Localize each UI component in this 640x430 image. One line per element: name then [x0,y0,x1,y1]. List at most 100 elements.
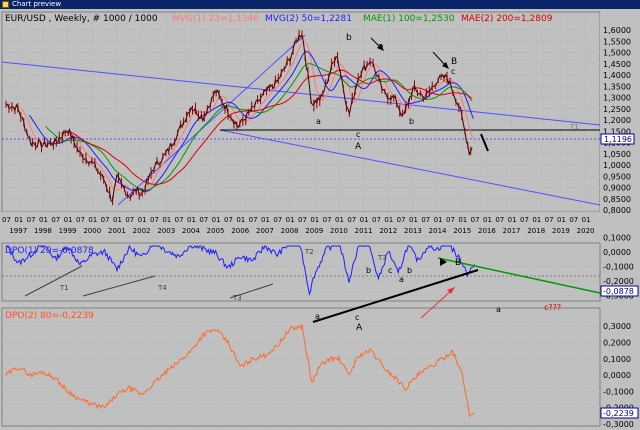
price-tick-label: 1,3000 [603,94,631,103]
month-label: 07 [51,216,60,224]
dpo1-label-B: B [455,258,461,268]
mvg2-line [28,51,474,192]
month-label: 07 [249,216,258,224]
dpo1-trendline-T4 [82,275,156,297]
year-label: 2002 [133,227,151,235]
annotation-T1: T1 [569,123,579,131]
dpo2-tick-label: -0,1000 [603,387,634,396]
dpo1-label-c1: c [388,266,392,275]
dpo2-tick-label: 0,1000 [603,355,631,364]
chart-symbol-title: EUR/USD , Weekly, # 1000 / 1000 [5,14,158,24]
year-label: 2011 [355,227,373,235]
dpo1-label-b1: b [407,266,412,275]
month-label: 07 [27,216,36,224]
month-label: 01 [508,216,517,224]
dpo1-line [6,244,476,296]
year-label: 1998 [34,227,52,235]
arrowhead-B [442,62,449,69]
year-label: 2012 [379,227,397,235]
month-label: 01 [458,216,467,224]
price-tick-label: 0,9500 [603,172,631,181]
dpo2-tick-label: 0,2000 [603,338,631,347]
year-label: 2007 [256,227,274,235]
dpo2-title: DPO(2) 80=-0,2239 [5,311,94,321]
year-label: 2000 [83,227,101,235]
projection-arrow [480,133,489,152]
price-tick-label: 0,8500 [603,195,631,204]
dpo2-current-label: -0,2239 [603,409,634,418]
price-series [5,29,473,206]
dpo1-tick-label: 0,0000 [603,248,631,257]
price-axis-strip [600,12,640,212]
annotation-c2: c [356,130,360,139]
price-tick-label: 0,8000 [603,206,631,215]
year-label: 2001 [108,227,126,235]
dpo2-panel [1,307,601,427]
annotation-A: A [355,142,362,152]
annotation-b1: b [346,33,352,43]
year-label: 2018 [527,227,545,235]
dpo2-tick-label: 0,0000 [603,371,631,380]
year-label: 2016 [478,227,496,235]
dpo1-label-T4: T4 [157,284,167,292]
month-label: 01 [261,216,270,224]
dpo1-black-arrowhead [440,258,447,266]
current-price-label: 1,1196 [604,135,632,144]
price-tick-label: 1,2500 [603,105,631,114]
month-label: 07 [199,216,208,224]
year-label: 2003 [157,227,175,235]
year-label: 1997 [9,227,27,235]
price-tick-label: 1,2000 [603,116,631,125]
price-tick-label: 1,5000 [603,49,631,58]
price-tick-label: 1,3500 [603,82,631,91]
dpo2-tick-label: -0,3000 [603,420,634,429]
chart-canvas: EUR/USD , Weekly, # 1000 / 1000 MVG(1) 2… [1,11,640,429]
price-tick-label: 1,6000 [603,26,631,35]
dpo1-label-a2: a [315,312,320,321]
month-label: 07 [471,216,480,224]
month-label: 01 [310,216,319,224]
month-label: 07 [372,216,381,224]
month-label: 01 [557,216,566,224]
mae2-line [67,69,473,185]
month-label: 07 [76,216,85,224]
month-label: 07 [323,216,332,224]
dpo1-label-T3b: T3 [377,254,387,262]
month-label: 01 [582,216,591,224]
price-gridlines [2,12,600,212]
month-label: 07 [2,216,11,224]
upper-channel-line [1,61,601,126]
dpo1-label-c2: c [355,313,359,322]
window-title: Chart preview [12,0,62,8]
year-label: 2005 [207,227,225,235]
mae1-line [45,63,473,191]
dpo1-label-c-q: c??? [544,303,561,312]
month-label: 01 [236,216,245,224]
year-label: 2014 [429,227,447,235]
month-label: 07 [495,216,504,224]
indicator-mvg2: MVG(2) 50=1,2281 [265,14,352,24]
month-label: 07 [224,216,233,224]
month-label: 01 [360,216,369,224]
annotation-B: B [451,57,457,67]
month-label: 07 [446,216,455,224]
month-label: 07 [298,216,307,224]
month-label: 01 [138,216,147,224]
month-label: 01 [434,216,443,224]
month-label: 01 [286,216,295,224]
month-label: 01 [212,216,221,224]
year-label: 2015 [453,227,471,235]
mvg1-line [16,40,474,194]
indicator-mvg1: MVG(1) 23=1,1346 [172,14,259,24]
time-axis-strip [2,212,640,240]
price-tick-label: 1,5500 [603,37,631,46]
indicator-mae1: MAE(1) 100=1,2530 [363,14,455,24]
dpo2-tick-label: 0,3000 [603,322,631,331]
dpo1-current-label: -0,0878 [603,287,634,296]
dpo1-label-T3a: T3 [232,294,242,302]
year-label: 2009 [305,227,323,235]
price-tick-label: 1,0500 [603,150,631,159]
month-label: 01 [14,216,23,224]
window-titlebar[interactable]: Chart preview [0,0,640,9]
year-label: 1999 [59,227,77,235]
